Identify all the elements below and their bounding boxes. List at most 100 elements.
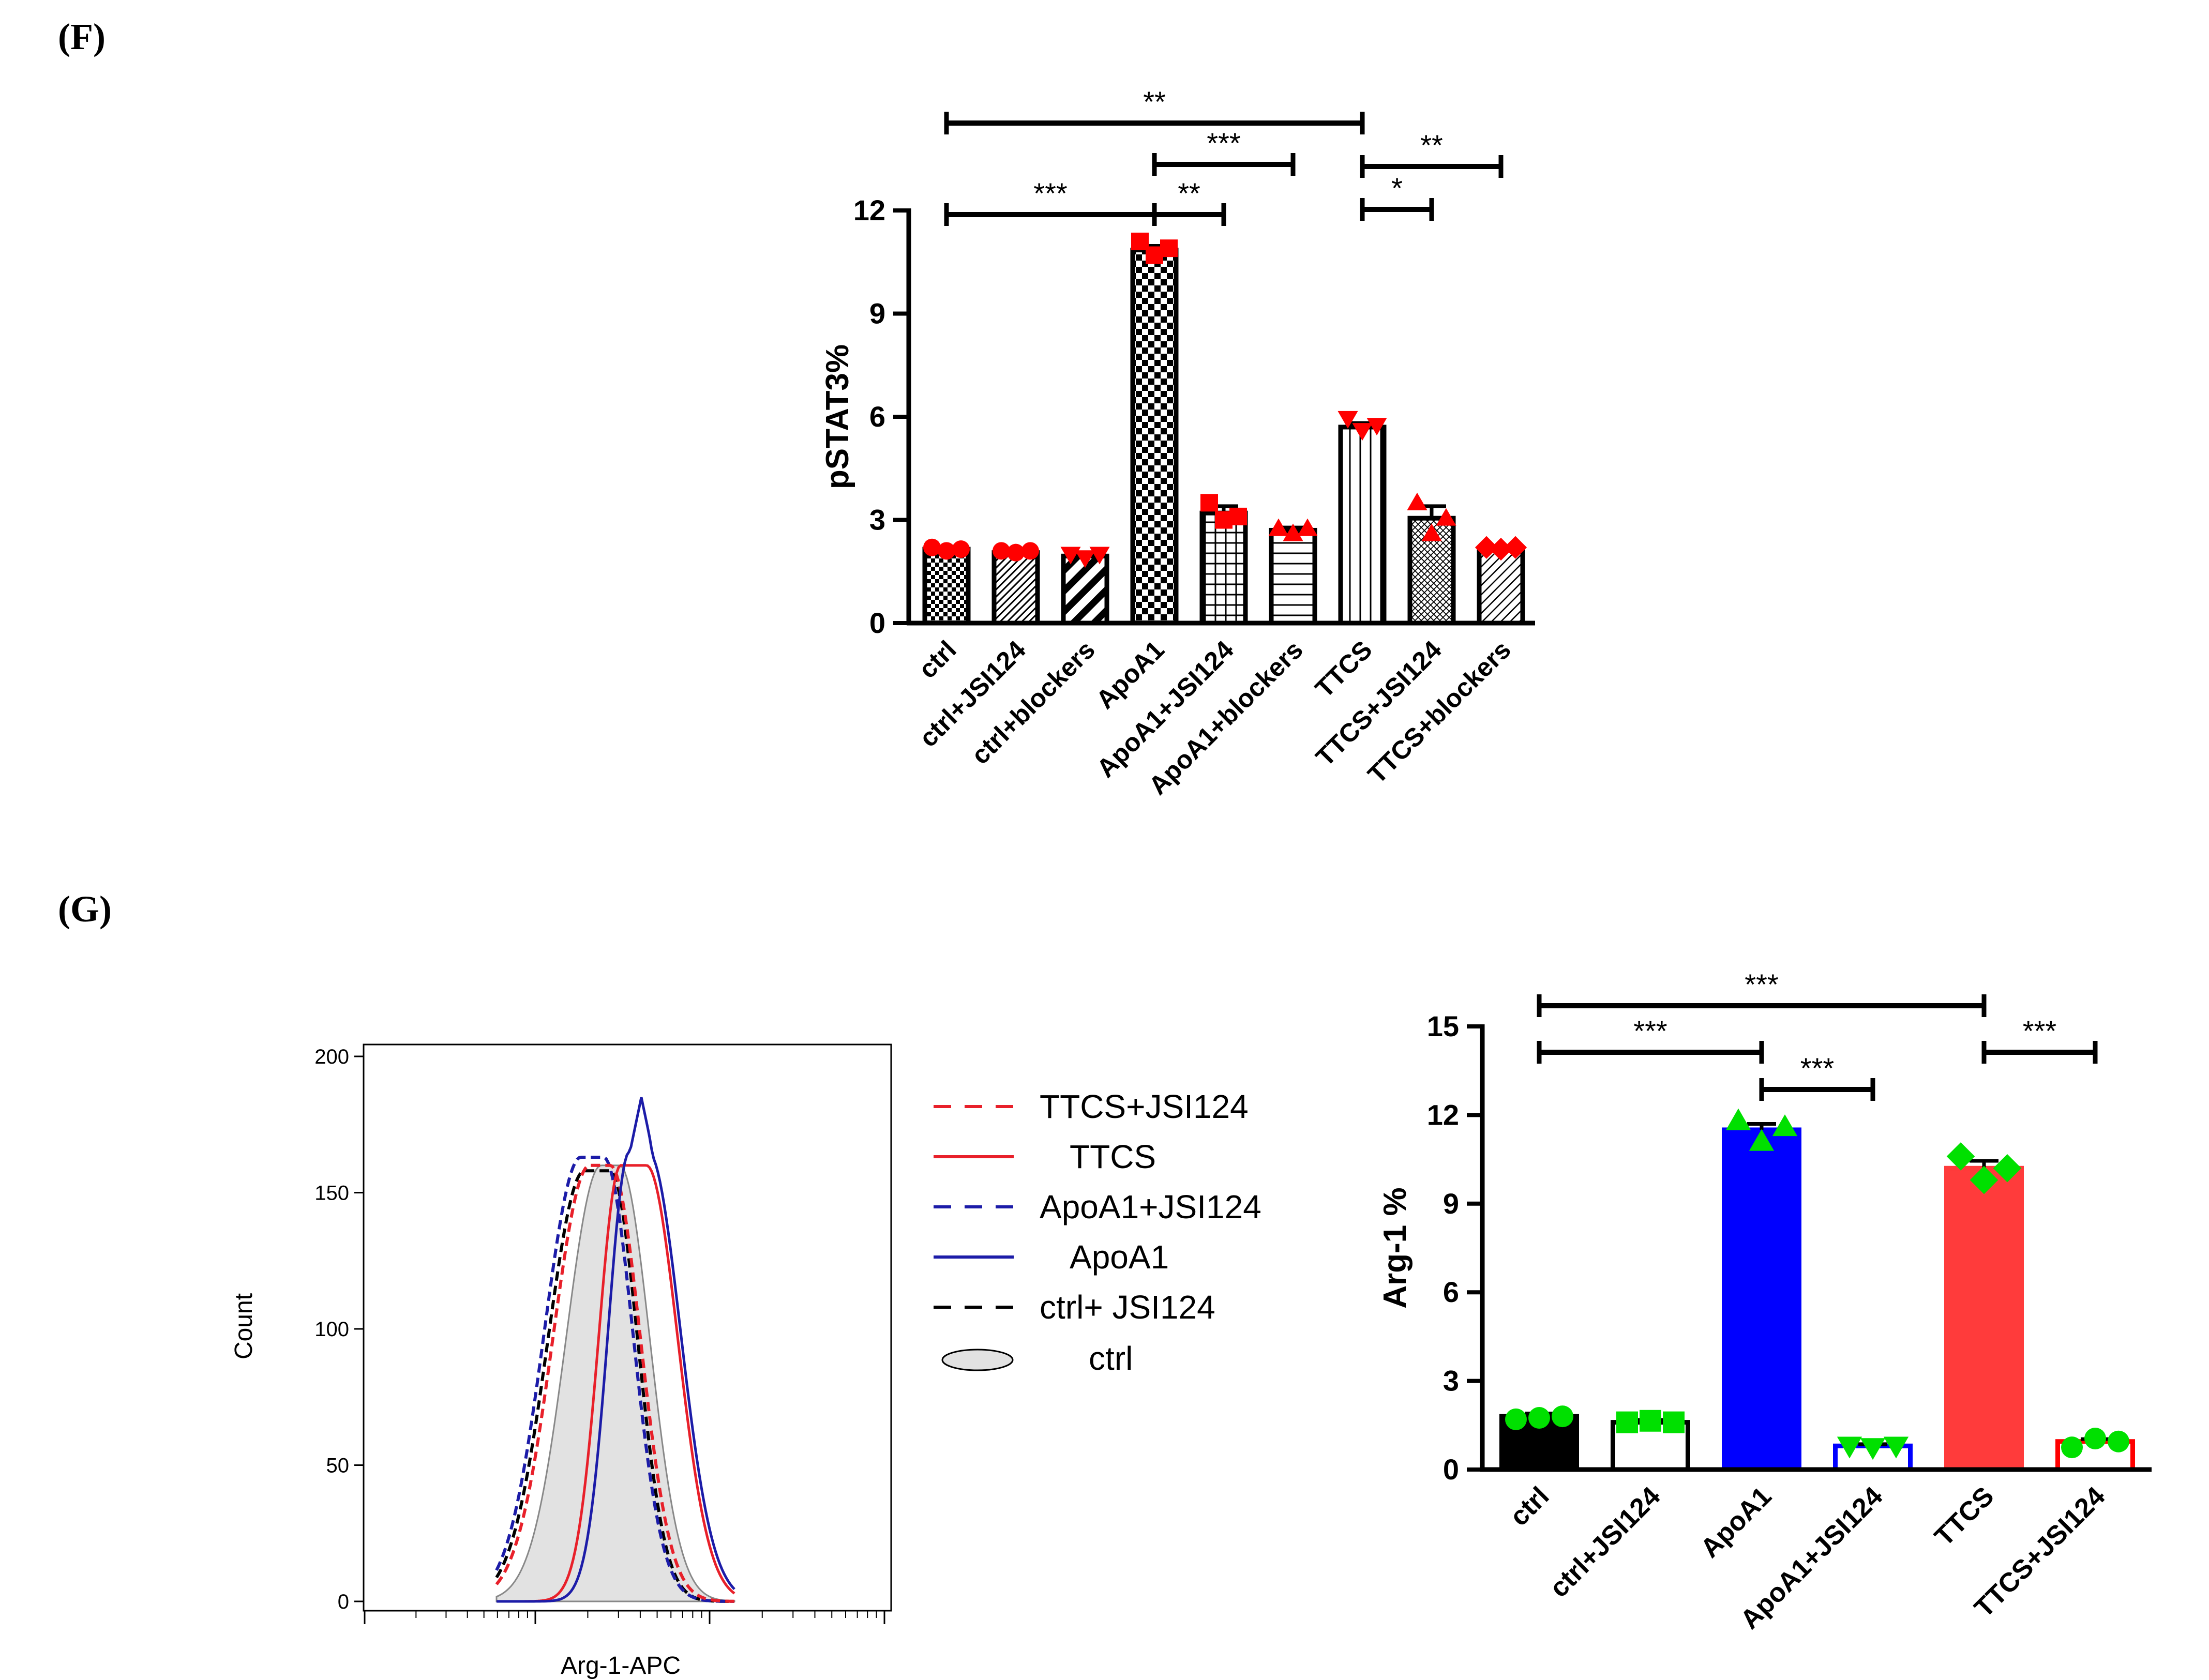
bar-group [991, 542, 1040, 626]
data-point [1970, 1166, 1998, 1194]
y-tick-label: 0 [869, 607, 885, 639]
data-point [1089, 547, 1110, 565]
data-point [1749, 1129, 1775, 1151]
y-tick-label: 50 [326, 1455, 350, 1477]
x-tick-label: ctrl [1504, 1481, 1555, 1532]
bar-group [1499, 1405, 1579, 1472]
y-tick-label: 3 [869, 504, 885, 536]
data-point [1352, 423, 1373, 441]
data-point [1993, 1154, 2022, 1183]
data-point [1489, 537, 1513, 561]
data-point [1215, 511, 1233, 529]
y-tick-label: 12 [853, 194, 885, 226]
data-point [1200, 494, 1218, 512]
data-point [2084, 1428, 2106, 1450]
y-tick-label: 200 [314, 1046, 349, 1068]
data-point [938, 542, 955, 560]
data-point [1504, 536, 1527, 559]
legend-label: ApoA1 [1070, 1238, 1169, 1276]
y-axis-title: Arg-1 % [1377, 1187, 1413, 1308]
legend-item: ctrl+ JSI124 [934, 1289, 1215, 1326]
data-point [1640, 1410, 1661, 1432]
panel-label-f: (F) [58, 16, 106, 57]
legend-item: ApoA1+JSI124 [934, 1188, 1261, 1225]
data-point [1946, 1142, 1975, 1171]
bar-group [1338, 411, 1387, 626]
data-point [952, 540, 970, 558]
data-point [1725, 1108, 1751, 1130]
bar-group [1475, 536, 1527, 626]
x-tick-label: TTCS [1310, 635, 1378, 703]
histogram-legend: TTCS+JSI124 TTCS ApoA1+JSI124 ApoA1 ctrl+ JS… [934, 1088, 1261, 1377]
data-point [1421, 523, 1442, 541]
bar-group [1130, 232, 1179, 626]
legend-swatch [941, 1349, 1014, 1371]
pstat3-bar-chart: 036912pSTAT3%ctrlctrl+JSI124ctrl+blocker… [820, 85, 1535, 800]
legend-item: ApoA1 [934, 1238, 1169, 1276]
significance-label: *** [1633, 1015, 1667, 1047]
data-point [1268, 518, 1289, 536]
bar-group [1722, 1108, 1801, 1472]
bar-group [1407, 492, 1456, 626]
data-point [1146, 246, 1163, 264]
data-point [1860, 1438, 1886, 1460]
bar-group [1060, 547, 1110, 626]
data-point [2061, 1436, 2083, 1459]
bar [1722, 1127, 1801, 1472]
data-point [1772, 1114, 1798, 1137]
data-point [1131, 232, 1149, 250]
y-tick-label: 12 [1427, 1098, 1459, 1131]
bar [1944, 1166, 2024, 1472]
significance-label: ** [1178, 177, 1200, 209]
y-tick-label: 0 [338, 1591, 349, 1613]
x-tick-label: ApoA1 [1695, 1481, 1777, 1563]
significance-label: *** [1745, 968, 1778, 1001]
legend-label: ctrl+ JSI124 [1040, 1289, 1215, 1326]
bar-group [1199, 494, 1248, 626]
y-tick-label: 15 [1427, 1010, 1459, 1042]
y-tick-label: 9 [869, 297, 885, 330]
bar [1338, 425, 1387, 626]
bar [922, 547, 971, 626]
data-point [1407, 492, 1427, 510]
x-tick-label: ctrl+JSI124 [1544, 1481, 1666, 1603]
significance-label: *** [1033, 177, 1067, 209]
data-point [1837, 1436, 1862, 1459]
data-point [1160, 239, 1178, 258]
data-point [1366, 418, 1387, 436]
significance-label: *** [1207, 127, 1240, 159]
data-point [1505, 1408, 1527, 1430]
bar-group [1611, 1410, 1690, 1472]
legend-label: ApoA1+JSI124 [1040, 1188, 1261, 1225]
significance-label: ** [1143, 85, 1166, 118]
histogram-apoa1-line [497, 1097, 735, 1603]
x-axis-title: Arg-1-APC [561, 1652, 681, 1679]
legend-item: ctrl [941, 1340, 1133, 1377]
y-tick-label: 9 [1443, 1187, 1459, 1220]
arg1-apc-histogram: 050100150200CountArg-1-APCTTCS+JSI124TTC… [230, 1043, 1261, 1679]
data-point [1021, 542, 1039, 560]
data-point [1229, 507, 1247, 525]
bar [1269, 527, 1317, 626]
legend-label: ctrl [1089, 1340, 1133, 1377]
x-tick-label: TTCS+JSI124 [1310, 635, 1447, 772]
y-tick-label: 100 [314, 1318, 349, 1341]
significance-label: *** [2023, 1015, 2056, 1047]
bar-group [1833, 1436, 1913, 1472]
significance-label: * [1391, 172, 1403, 204]
data-point [1663, 1411, 1685, 1433]
bar [991, 550, 1040, 626]
y-tick-label: 0 [1443, 1453, 1459, 1486]
data-point [923, 538, 941, 556]
bar-group [1944, 1142, 2024, 1472]
bar-group [922, 538, 971, 626]
significance-label: *** [1800, 1052, 1834, 1084]
y-tick-label: 150 [314, 1182, 349, 1205]
data-point [1297, 518, 1318, 536]
x-tick-label: ctrl+blockers [966, 635, 1101, 770]
x-tick-label: ctrl [913, 635, 962, 684]
data-point [1283, 523, 1303, 541]
data-point [1436, 508, 1456, 526]
